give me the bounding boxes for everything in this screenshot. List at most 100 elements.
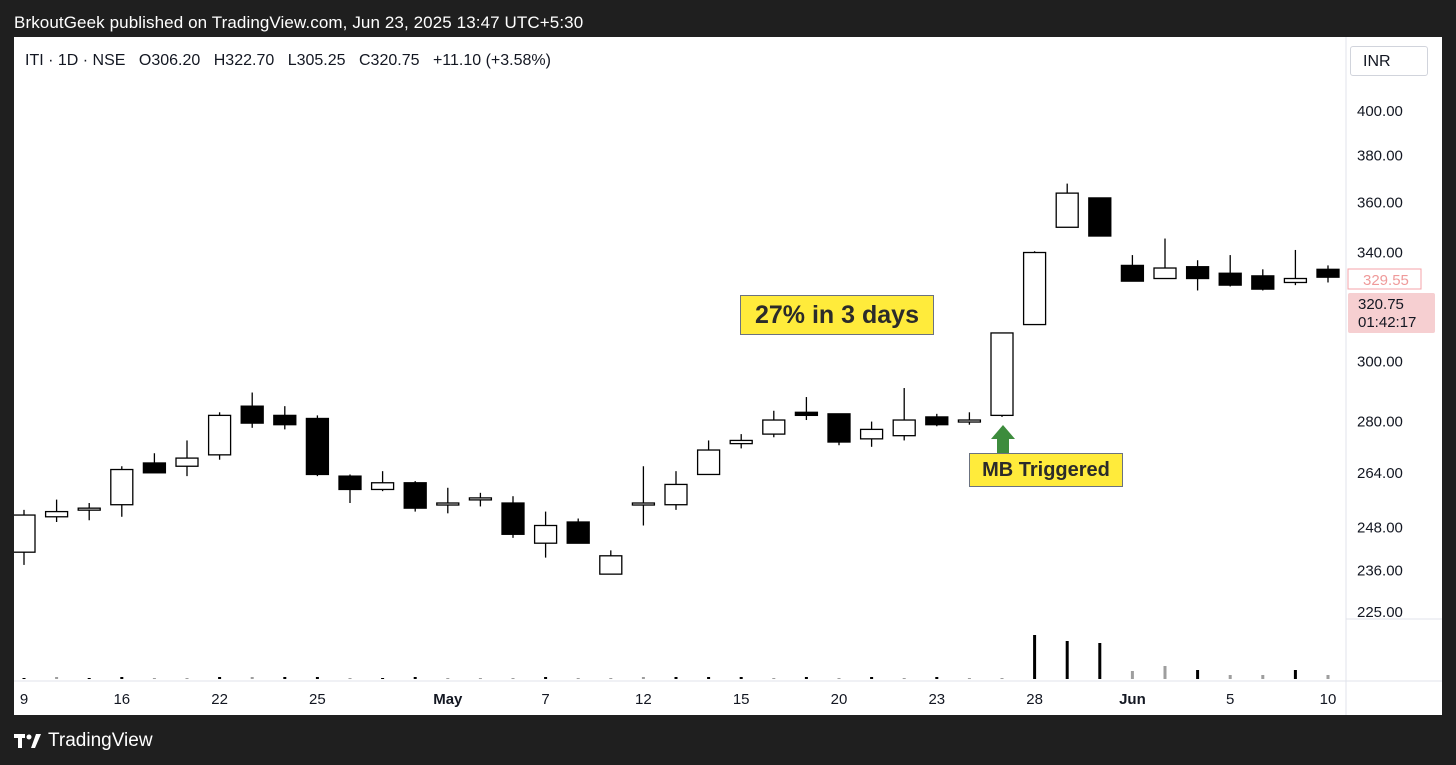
candle[interactable] bbox=[1055, 183, 1079, 228]
candle[interactable] bbox=[566, 518, 590, 544]
candle-body bbox=[1251, 275, 1275, 290]
time-tick-label: 16 bbox=[113, 691, 130, 708]
candle[interactable] bbox=[1251, 269, 1275, 291]
candle-body bbox=[925, 416, 949, 426]
price-tick-label: 280.00 bbox=[1357, 414, 1403, 431]
candle[interactable] bbox=[77, 503, 101, 521]
candle-body bbox=[142, 462, 167, 474]
low-value: L305.25 bbox=[287, 52, 346, 69]
candle[interactable] bbox=[44, 499, 69, 523]
time-tick-label: 9 bbox=[20, 691, 28, 708]
countdown-label: 01:42:17 bbox=[1358, 314, 1416, 331]
time-tick-label: 12 bbox=[635, 691, 652, 708]
candle[interactable] bbox=[664, 471, 688, 510]
price-tick-label: 400.00 bbox=[1357, 103, 1403, 120]
candle[interactable] bbox=[729, 434, 753, 449]
ohlc-legend: ITI · 1D · NSE O306.20 H322.70 L305.25 C… bbox=[25, 52, 560, 70]
candle[interactable] bbox=[1022, 251, 1047, 326]
candle[interactable] bbox=[1153, 238, 1177, 280]
candle[interactable] bbox=[794, 397, 819, 421]
time-tick-label: 28 bbox=[1026, 691, 1043, 708]
candle[interactable] bbox=[1283, 249, 1308, 286]
time-tick-label: 20 bbox=[831, 691, 848, 708]
candle-body bbox=[207, 414, 232, 456]
price-tick-label: 264.00 bbox=[1357, 465, 1403, 482]
trigger-annotation: MB Triggered bbox=[969, 453, 1123, 487]
candle-body bbox=[370, 482, 395, 491]
close-value: C320.75 bbox=[359, 52, 420, 69]
candle[interactable] bbox=[631, 466, 656, 526]
candle[interactable] bbox=[436, 487, 460, 514]
candle[interactable] bbox=[175, 440, 199, 477]
price-tags: 329.55 320.75 01:42:17 bbox=[1347, 268, 1435, 333]
prev-close-tag bbox=[1347, 268, 1422, 290]
candle[interactable] bbox=[892, 388, 916, 441]
price-chart[interactable]: 400.00 380.00 360.00 340.00 300.00 280.00 264.… bbox=[14, 37, 1442, 715]
candle[interactable] bbox=[273, 406, 297, 430]
prev-close-label: 329.55 bbox=[1363, 272, 1409, 289]
candle[interactable] bbox=[14, 509, 36, 565]
candle-body bbox=[599, 555, 623, 575]
symbol-label[interactable]: ITI · 1D · NSE bbox=[25, 52, 126, 69]
trigger-arrow-icon bbox=[991, 425, 1015, 453]
candle[interactable] bbox=[1120, 255, 1145, 282]
candle[interactable] bbox=[338, 474, 362, 504]
candle[interactable] bbox=[1185, 260, 1210, 291]
candle-body bbox=[436, 502, 460, 506]
candle-body bbox=[1283, 277, 1308, 284]
candle-body bbox=[762, 419, 786, 435]
candle[interactable] bbox=[859, 421, 884, 447]
candle-body bbox=[794, 411, 819, 417]
candle-body bbox=[827, 413, 851, 443]
price-tick-label: 300.00 bbox=[1357, 354, 1403, 371]
candle[interactable] bbox=[1316, 265, 1340, 283]
change-value: +11.10 (+3.58%) bbox=[432, 52, 551, 69]
chart-area[interactable]: 400.00 380.00 360.00 340.00 300.00 280.00 264.… bbox=[14, 37, 1442, 715]
candle[interactable] bbox=[533, 511, 558, 558]
candle-body bbox=[175, 457, 199, 467]
currency-selector[interactable]: INR bbox=[1350, 46, 1428, 76]
candle[interactable] bbox=[240, 392, 264, 428]
candle[interactable] bbox=[207, 412, 232, 460]
candle[interactable] bbox=[990, 332, 1014, 417]
candle[interactable] bbox=[110, 466, 134, 517]
time-tick-label: 22 bbox=[211, 691, 228, 708]
candle[interactable] bbox=[403, 481, 427, 512]
candle[interactable] bbox=[599, 550, 623, 575]
candle[interactable] bbox=[957, 412, 982, 425]
candle-body bbox=[110, 468, 134, 506]
candle-body bbox=[1120, 264, 1145, 282]
candle[interactable] bbox=[1088, 197, 1112, 237]
time-tick-label: 5 bbox=[1226, 691, 1234, 708]
candle-body bbox=[1153, 267, 1177, 280]
candle-body bbox=[859, 428, 884, 440]
high-value: H322.70 bbox=[213, 52, 275, 69]
candle-body bbox=[892, 419, 916, 437]
tradingview-logo-icon bbox=[14, 734, 41, 748]
footer-brand-label: TradingView bbox=[48, 730, 153, 751]
candle[interactable] bbox=[370, 471, 395, 492]
candle[interactable] bbox=[696, 440, 721, 476]
candle[interactable] bbox=[762, 410, 786, 438]
candle-body bbox=[44, 510, 69, 518]
price-axis: 400.00 380.00 360.00 340.00 300.00 280.00 264.… bbox=[1357, 103, 1403, 621]
candle[interactable] bbox=[468, 492, 493, 507]
candle-body bbox=[468, 497, 493, 501]
candle-body bbox=[305, 417, 330, 476]
candle-body bbox=[957, 419, 982, 423]
time-axis: 9 16 22 25 May 7 12 15 20 23 28 Jun 5 10 bbox=[20, 691, 1337, 708]
candle[interactable] bbox=[305, 415, 330, 477]
candle-body bbox=[1218, 272, 1242, 286]
candle[interactable] bbox=[827, 413, 851, 446]
time-tick-label: Jun bbox=[1119, 691, 1146, 708]
candle[interactable] bbox=[925, 413, 949, 427]
price-tick-label: 360.00 bbox=[1357, 195, 1403, 212]
candle-body bbox=[240, 405, 264, 424]
candle[interactable] bbox=[1218, 255, 1242, 287]
time-tick-label: 15 bbox=[733, 691, 750, 708]
candle[interactable] bbox=[142, 453, 167, 474]
candle-body bbox=[338, 475, 362, 491]
candle[interactable] bbox=[501, 496, 525, 538]
candle-body bbox=[1316, 268, 1340, 278]
footer-brand: TradingView bbox=[14, 730, 153, 752]
